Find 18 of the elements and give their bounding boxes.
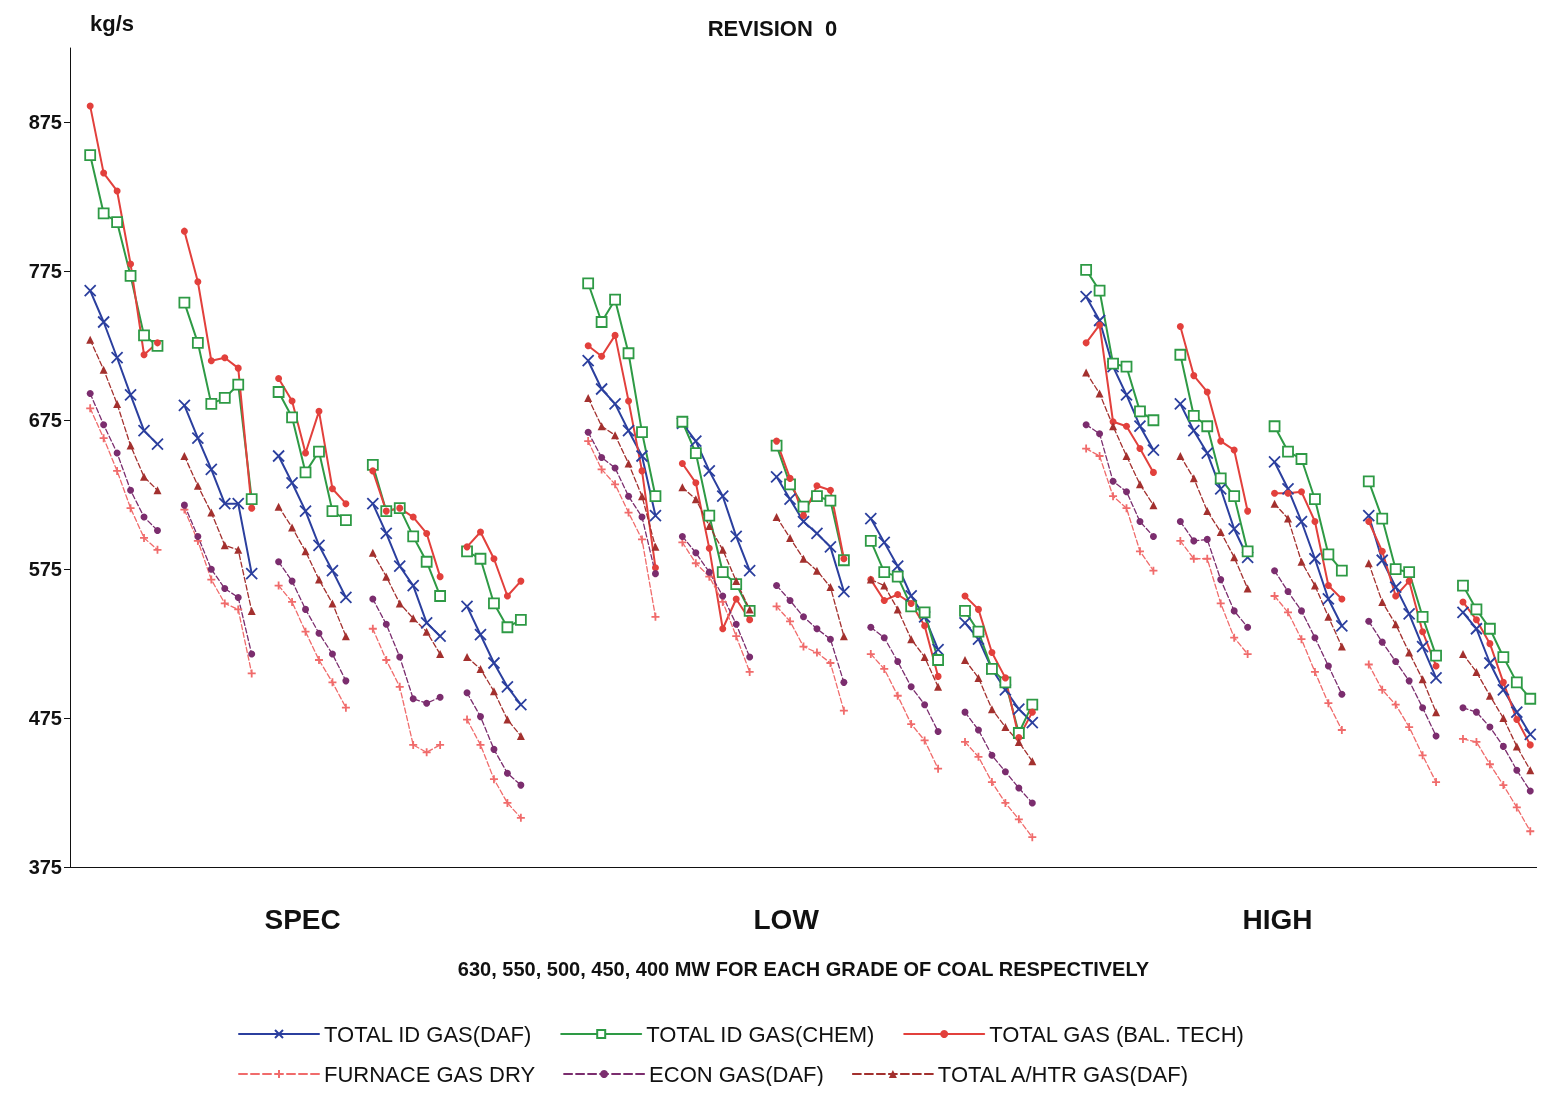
text: HIGH bbox=[1242, 903, 1313, 935]
y-tick-label: 675 bbox=[28, 409, 62, 432]
legend-label: TOTAL A/HTR GAS(DAF) bbox=[937, 1061, 1189, 1087]
y-axis-title: kg/s bbox=[90, 10, 135, 36]
legend-label: ECON GAS(DAF) bbox=[649, 1061, 824, 1087]
legend-label: TOTAL ID GAS(DAF) bbox=[324, 1021, 532, 1047]
y-tick-label: 775 bbox=[28, 260, 62, 283]
chart-title: REVISION 0 bbox=[707, 15, 838, 41]
y-tick-label: 875 bbox=[28, 111, 62, 134]
x-axis-title: 630, 550, 500, 450, 400 MW FOR EACH GRADE OF COAL RESPECTIVELY bbox=[457, 958, 1150, 980]
legend-label: TOTAL GAS (BAL. TECH) bbox=[989, 1021, 1244, 1047]
text: SPEC bbox=[264, 903, 341, 935]
y-tick-label: 375 bbox=[28, 856, 62, 878]
legend-label: TOTAL ID GAS(CHEM) bbox=[646, 1021, 875, 1047]
text: LOW bbox=[753, 903, 820, 935]
legend-label: FURNACE GAS DRY bbox=[324, 1061, 536, 1087]
y-tick-label: 475 bbox=[28, 707, 62, 730]
y-tick-label: 575 bbox=[28, 558, 62, 581]
